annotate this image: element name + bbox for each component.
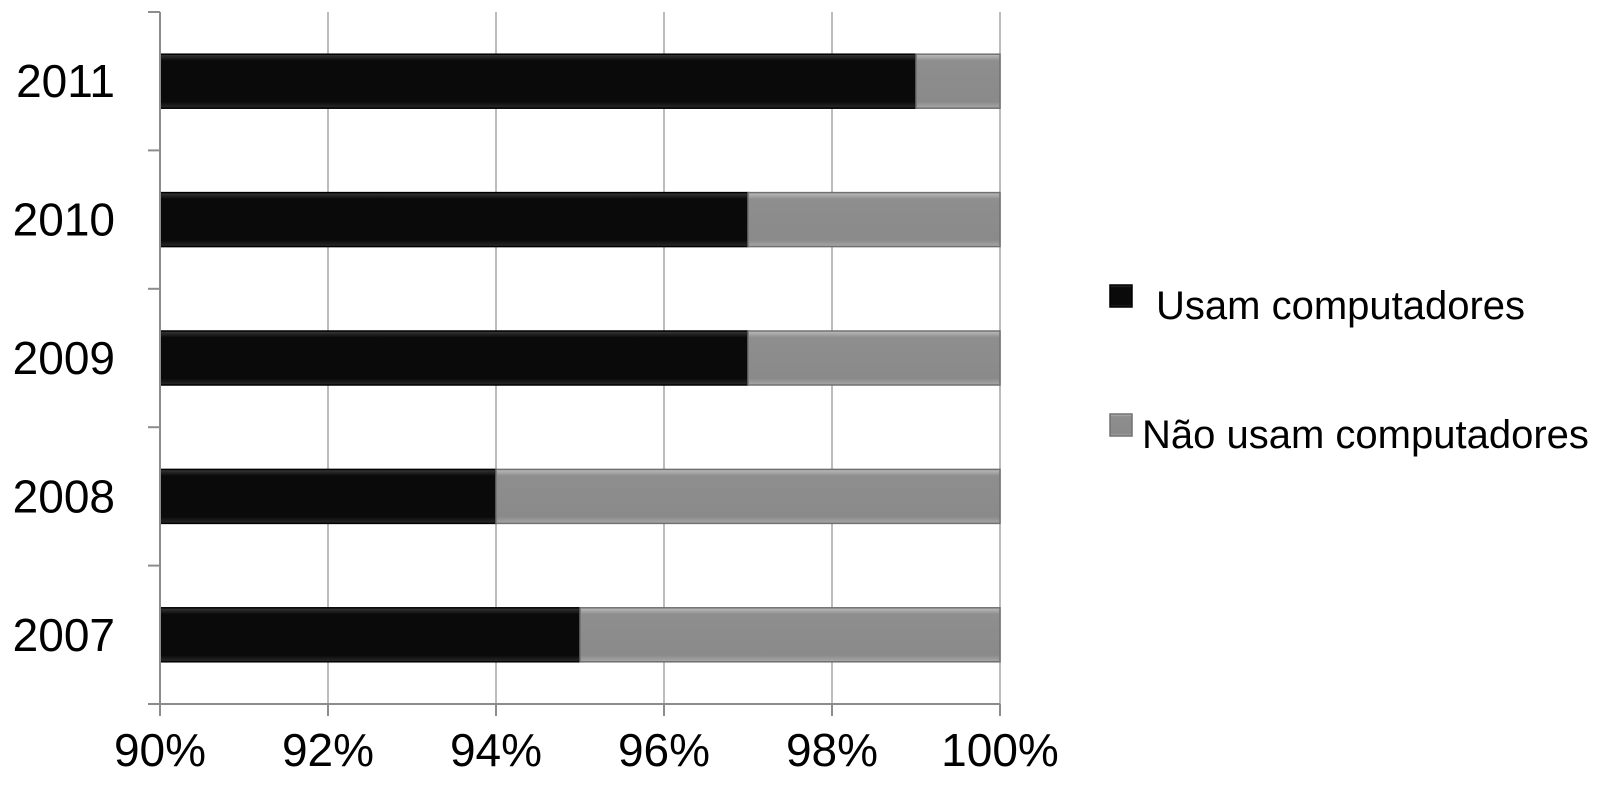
x-tick-label-98: 98% — [786, 724, 878, 776]
y-tick-label-2010: 2010 — [13, 194, 115, 246]
y-tick-label-2009: 2009 — [13, 332, 115, 384]
legend: Usam computadores Não usam computadores — [1109, 284, 1589, 457]
bar-2009-usam — [159, 330, 749, 386]
legend-swatch-usam — [1109, 284, 1133, 308]
bar-2010-usam — [159, 191, 749, 248]
x-tick-label-90: 90% — [114, 724, 206, 776]
y-tick-label-2008: 2008 — [13, 470, 115, 522]
legend-label-nao-usam: Não usam computadores — [1142, 413, 1589, 457]
bar-2008-nao-usam — [495, 468, 1001, 525]
tick-labels: 2011 2010 2009 2008 2007 90% 92% 94% 96% 98% 100% — [13, 55, 1059, 776]
bar-2007-usam — [159, 607, 581, 663]
y-tick-label-2011: 2011 — [16, 55, 115, 107]
x-tick-label-92: 92% — [282, 724, 374, 776]
bar-2010-nao-usam — [747, 191, 1001, 248]
bar-2008-usam — [159, 468, 497, 525]
x-tick-label-100: 100% — [941, 724, 1059, 776]
legend-label-usam: Usam computadores — [1156, 284, 1525, 328]
bar-2009-nao-usam — [747, 330, 1001, 386]
y-tick-label-2007: 2007 — [13, 609, 115, 661]
bar-2007-nao-usam — [579, 607, 1001, 663]
x-tick-label-94: 94% — [450, 724, 542, 776]
bar-2011-usam — [159, 53, 917, 109]
legend-swatch-nao-usam — [1109, 413, 1133, 437]
x-tick-label-96: 96% — [618, 724, 710, 776]
bars — [159, 53, 1001, 663]
bar-2011-nao-usam — [915, 53, 1001, 109]
axes — [148, 11, 1001, 716]
